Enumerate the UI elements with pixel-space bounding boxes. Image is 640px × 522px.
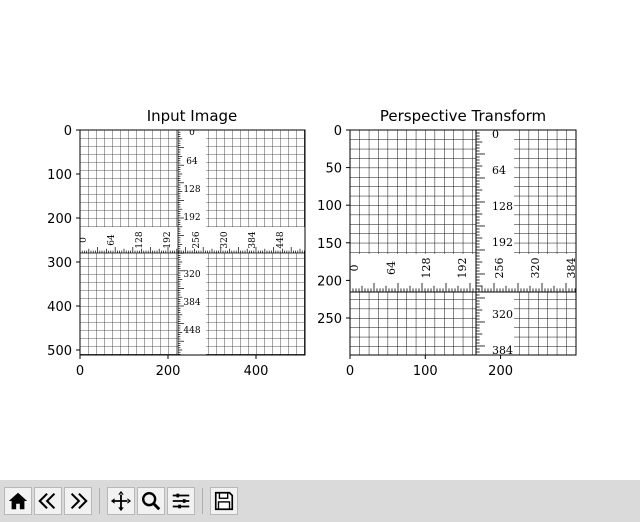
tick-label: 128	[183, 185, 200, 195]
axes-title: Input Image	[147, 107, 238, 125]
tick-label: 0	[334, 124, 342, 139]
tick-label: 200	[156, 364, 181, 379]
tick-label: 100	[413, 364, 438, 379]
image-transformed: 0 64 128 192 320 384 0 64 128 192 256 320 384	[348, 128, 578, 357]
tick-label: 0	[189, 128, 195, 138]
pan-button[interactable]	[107, 487, 135, 515]
tick-label: 64	[385, 261, 398, 275]
tick-label: 0	[348, 265, 361, 272]
tick-label: 200	[47, 212, 72, 227]
tick-label: 192	[183, 213, 200, 223]
zoom-icon	[142, 492, 161, 511]
axes-title: Perspective Transform	[380, 107, 546, 125]
tick-label: 384	[248, 231, 258, 248]
tick-label: 0	[492, 128, 499, 141]
tick-label: 256	[493, 258, 506, 279]
tick-label: 200	[488, 364, 513, 379]
tick-label: 400	[244, 364, 269, 379]
axes-perspective-transform: Perspective Transform 0 64 128 192 320 384 0 6…	[317, 107, 578, 379]
save-icon	[214, 491, 234, 511]
tick-label: 256	[192, 231, 202, 248]
figure-canvas: Input Image 0 64 128 192 320 384 448 0 64 128 192…	[47, 107, 578, 379]
back-button[interactable]	[34, 487, 62, 515]
tick-label: 0	[346, 364, 354, 379]
zoom-button[interactable]	[137, 487, 165, 515]
pan-icon	[110, 490, 132, 512]
tick-label: 320	[492, 308, 513, 321]
axes-frame	[79, 129, 306, 356]
forward-button[interactable]	[64, 487, 92, 515]
tick-label: 64	[107, 234, 117, 246]
forward-icon	[70, 492, 88, 510]
tick-label: 128	[420, 258, 433, 279]
tick-label: 384	[183, 298, 200, 308]
configure-subplots-icon	[172, 493, 190, 509]
tick-label: 500	[47, 344, 72, 359]
tick-label: 200	[317, 274, 342, 289]
tick-label: 0	[76, 364, 84, 379]
tick-label: 320	[529, 258, 542, 279]
tick-label: 100	[317, 199, 342, 214]
tick-label: 448	[276, 231, 286, 248]
save-button[interactable]	[210, 487, 238, 515]
toolbar-separator	[202, 488, 203, 514]
tick-label: 64	[186, 157, 198, 167]
tick-label: 384	[492, 344, 513, 357]
home-button[interactable]	[4, 487, 32, 515]
tick-label: 128	[492, 200, 513, 213]
tick-label: 192	[492, 236, 513, 249]
image-input: 0 64 128 192 320 384 448 0 64 128 192 256 320 384 448	[79, 128, 305, 355]
tick-label: 250	[317, 312, 342, 327]
tick-label: 192	[456, 258, 469, 279]
matplotlib-figure: Input Image 0 64 128 192 320 384 448 0 64 128 192…	[47, 107, 578, 379]
home-icon	[8, 492, 28, 510]
tick-label: 150	[317, 237, 342, 252]
toolbar-separator	[99, 488, 100, 514]
tick-label: 50	[325, 162, 342, 177]
tick-label: 320	[183, 270, 200, 280]
back-icon	[38, 492, 56, 510]
axes-input-image: Input Image 0 64 128 192 320 384 448 0 64 128 192…	[47, 107, 306, 379]
tick-label: 320	[220, 231, 230, 248]
tick-label: 64	[492, 164, 506, 177]
tick-label: 192	[163, 231, 173, 248]
navigation-toolbar	[0, 480, 640, 522]
tick-label: 384	[565, 258, 578, 279]
tick-label: 128	[135, 231, 145, 248]
tick-label: 400	[47, 300, 72, 315]
tick-label: 0	[64, 124, 72, 139]
tick-label: 448	[183, 326, 200, 336]
tick-label: 0	[79, 237, 89, 243]
tick-label: 300	[47, 256, 72, 271]
tick-label: 100	[47, 168, 72, 183]
configure-subplots-button[interactable]	[167, 487, 195, 515]
